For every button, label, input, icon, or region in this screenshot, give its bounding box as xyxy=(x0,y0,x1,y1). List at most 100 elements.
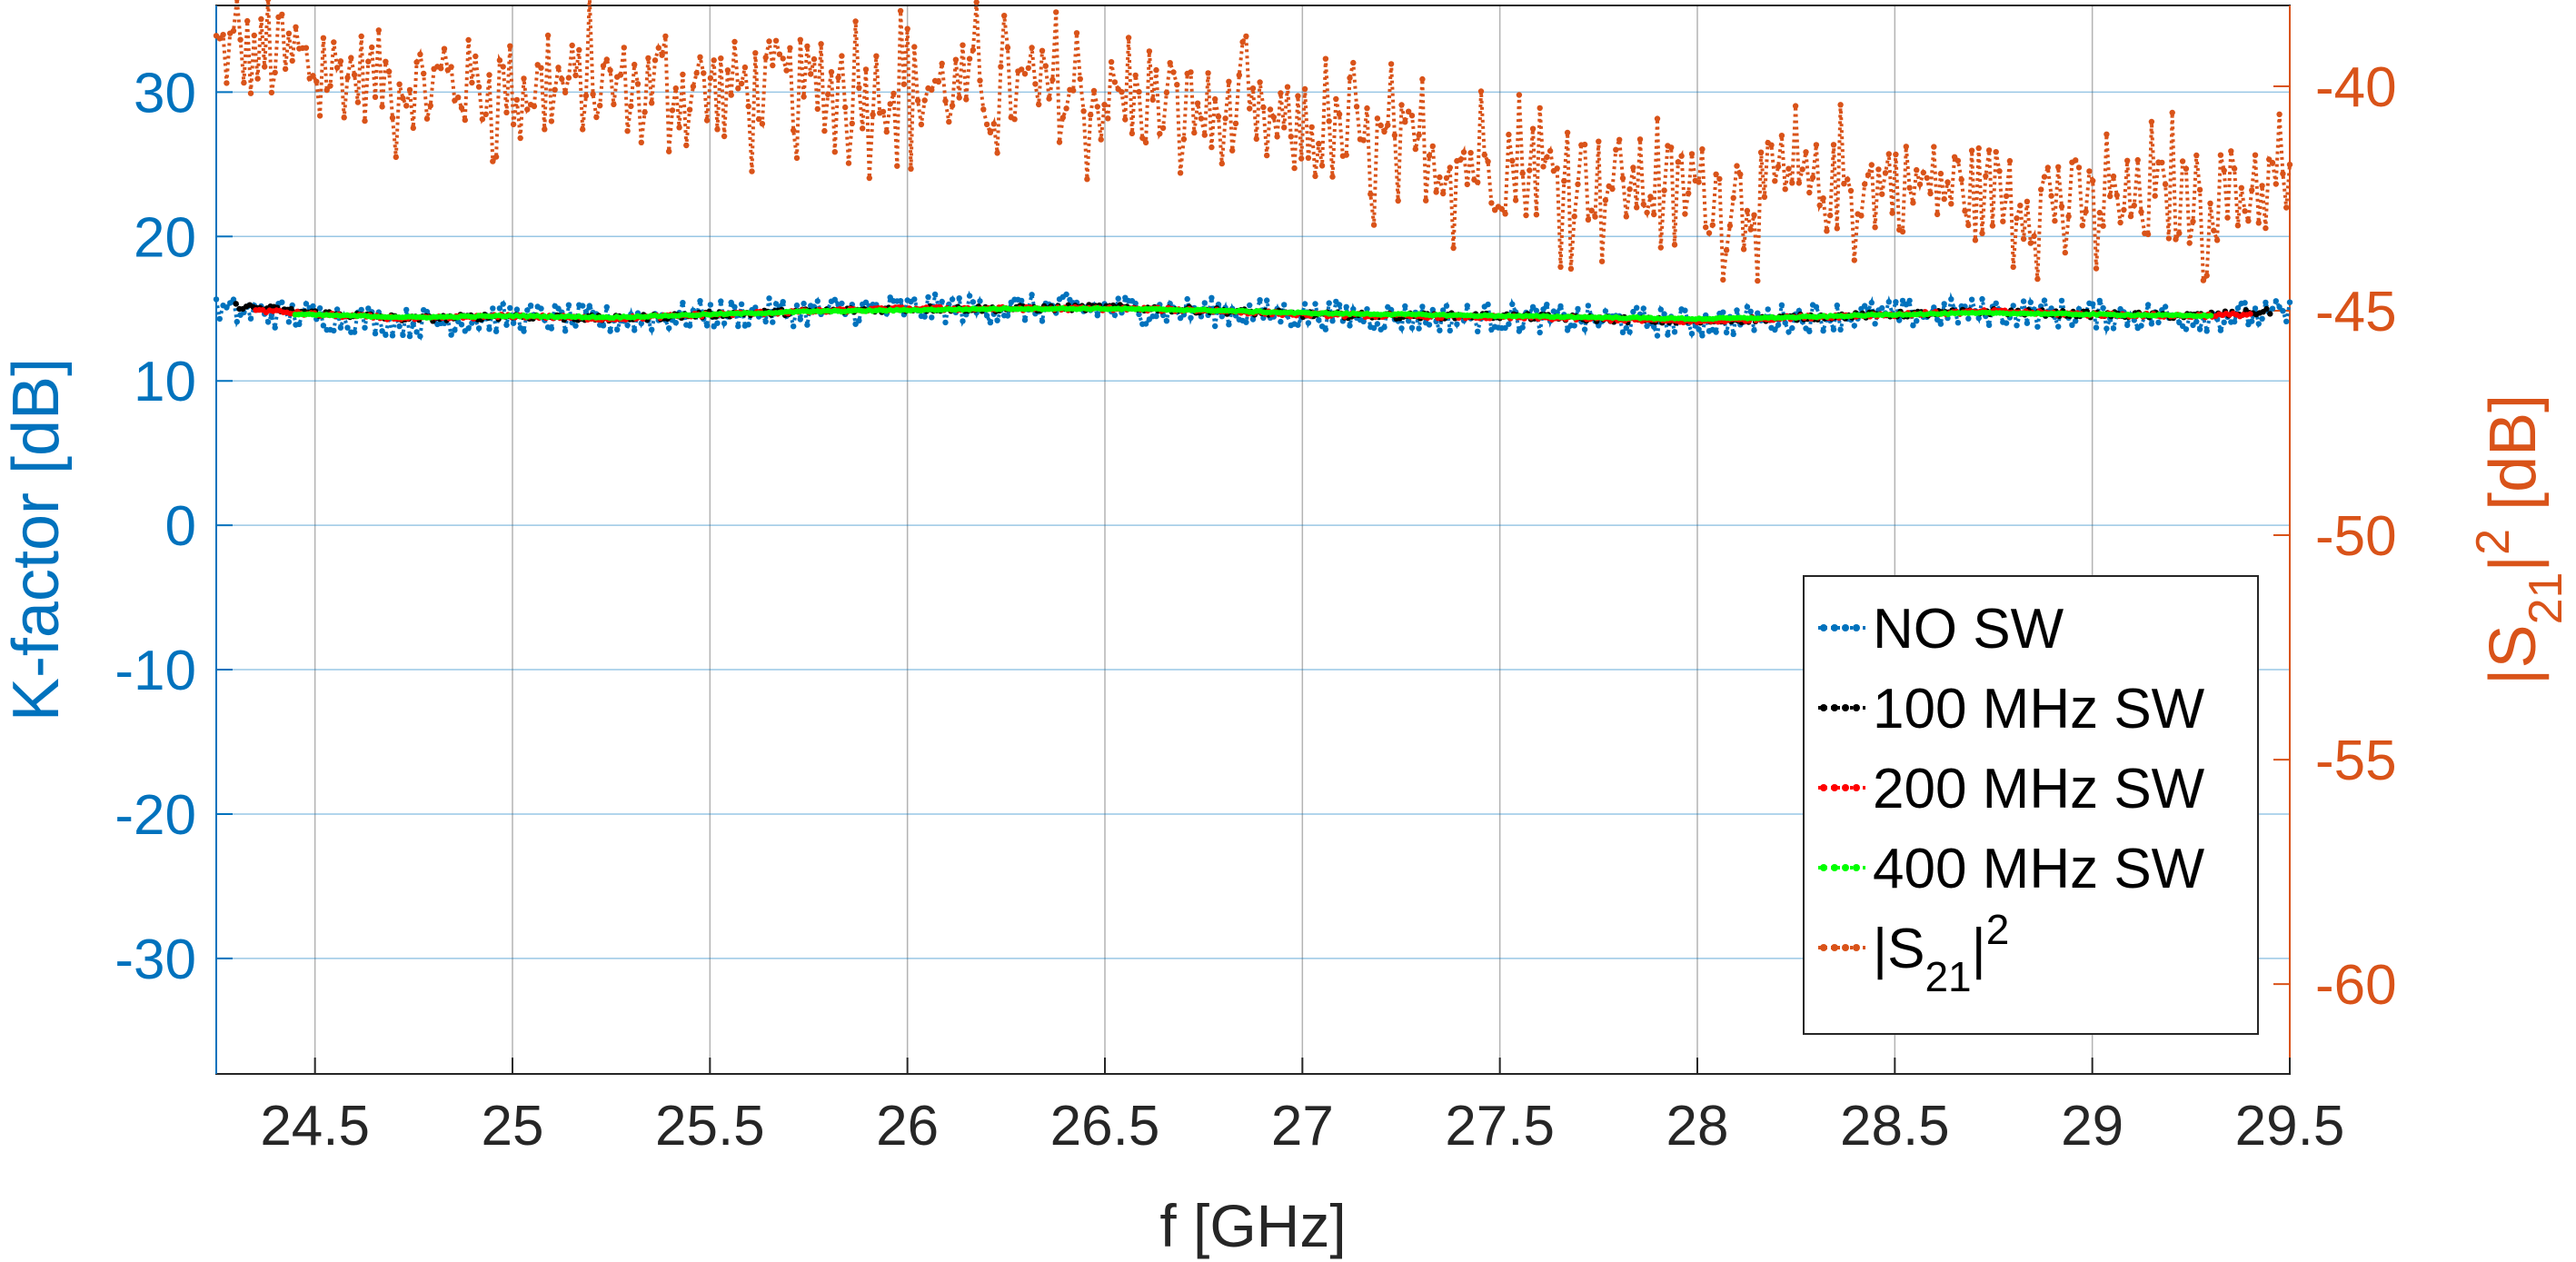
data-point xyxy=(1968,296,1975,303)
data-point xyxy=(1208,144,1215,151)
legend-swatch-marker xyxy=(1831,944,1838,951)
data-point xyxy=(264,319,272,325)
data-point xyxy=(462,116,468,124)
data-point xyxy=(580,126,586,133)
data-point xyxy=(1640,305,1647,312)
data-point xyxy=(662,33,669,40)
data-point xyxy=(1937,170,1944,177)
data-point xyxy=(1544,302,1550,308)
data-point xyxy=(2055,164,2062,170)
data-point xyxy=(538,65,544,71)
data-point xyxy=(2093,265,2100,272)
data-point xyxy=(707,75,714,82)
data-point xyxy=(1657,244,1665,251)
data-point xyxy=(2027,299,2034,305)
data-point xyxy=(2020,235,2027,243)
data-point xyxy=(500,64,506,70)
data-point xyxy=(1485,158,1491,164)
data-point xyxy=(2283,204,2290,211)
x-tick-label: 28 xyxy=(1666,1095,1729,1158)
data-point xyxy=(2286,161,2293,168)
data-point xyxy=(2238,184,2244,191)
data-point xyxy=(1094,104,1101,110)
data-point xyxy=(1561,178,1567,184)
data-point xyxy=(234,0,240,2)
data-point xyxy=(303,301,310,307)
y-left-tick-label: 10 xyxy=(134,351,196,413)
data-point xyxy=(1498,205,1506,213)
data-point xyxy=(1253,135,1260,143)
data-point xyxy=(1385,122,1391,128)
data-point xyxy=(1191,129,1198,136)
data-point xyxy=(2083,208,2089,215)
x-tick-label: 29.5 xyxy=(2235,1095,2345,1158)
data-point xyxy=(1239,39,1246,45)
data-point xyxy=(2031,233,2037,240)
data-point xyxy=(1623,324,1630,332)
legend-swatch-marker xyxy=(1853,704,1860,711)
data-point xyxy=(1778,302,1785,308)
legend-label-sub: 21 xyxy=(1925,953,1971,1000)
data-point xyxy=(268,89,275,96)
data-point xyxy=(900,81,908,87)
data-point xyxy=(939,60,945,67)
data-point xyxy=(804,322,811,328)
data-point xyxy=(2169,109,2175,116)
data-point xyxy=(1682,211,1688,217)
data-point xyxy=(1899,297,1906,304)
legend-swatch-marker xyxy=(1853,944,1860,951)
data-point xyxy=(458,322,465,328)
data-point xyxy=(341,114,347,121)
series-400-mhz-sw xyxy=(292,304,2214,323)
data-point xyxy=(1329,318,1336,324)
data-point xyxy=(638,139,644,145)
data-point xyxy=(735,85,741,92)
data-point xyxy=(241,79,247,86)
data-point xyxy=(1772,178,1778,184)
data-point xyxy=(1914,318,1920,324)
data-point xyxy=(862,299,870,305)
data-point xyxy=(1326,300,1332,306)
data-point xyxy=(842,104,849,111)
data-point xyxy=(1423,197,1429,204)
data-point xyxy=(1506,131,1512,138)
data-point xyxy=(413,59,420,65)
data-point xyxy=(383,332,389,338)
data-point xyxy=(987,129,994,135)
data-point xyxy=(507,43,513,49)
data-point xyxy=(2114,192,2120,199)
data-point xyxy=(1975,315,1982,322)
data-point xyxy=(1274,134,1280,140)
data-point xyxy=(1249,85,1257,92)
data-point xyxy=(960,42,966,48)
data-point xyxy=(1094,313,1101,319)
data-point xyxy=(2069,322,2075,328)
data-point xyxy=(2024,198,2031,204)
data-point xyxy=(2096,297,2103,304)
data-point xyxy=(1167,60,1173,66)
data-point xyxy=(1944,179,1951,185)
data-point xyxy=(410,124,416,132)
data-point xyxy=(2073,318,2079,324)
data-point xyxy=(1713,329,1719,335)
data-point xyxy=(1537,329,1543,336)
data-point xyxy=(1088,112,1094,118)
data-point xyxy=(2217,327,2224,333)
data-point xyxy=(1226,78,1232,85)
data-point xyxy=(351,72,358,78)
data-point xyxy=(1457,156,1464,164)
data-point xyxy=(990,121,998,127)
data-point xyxy=(1343,152,1349,158)
y-left-tick-label: 20 xyxy=(134,206,196,269)
data-point xyxy=(2213,237,2221,243)
data-point xyxy=(766,38,772,45)
data-point xyxy=(1201,300,1208,306)
data-point xyxy=(1540,306,1547,313)
data-point xyxy=(825,91,831,98)
data-point xyxy=(2034,275,2041,283)
data-point xyxy=(666,148,672,154)
data-point xyxy=(393,154,399,161)
data-point xyxy=(213,296,220,303)
data-point xyxy=(1516,92,1523,98)
data-point xyxy=(486,326,492,333)
